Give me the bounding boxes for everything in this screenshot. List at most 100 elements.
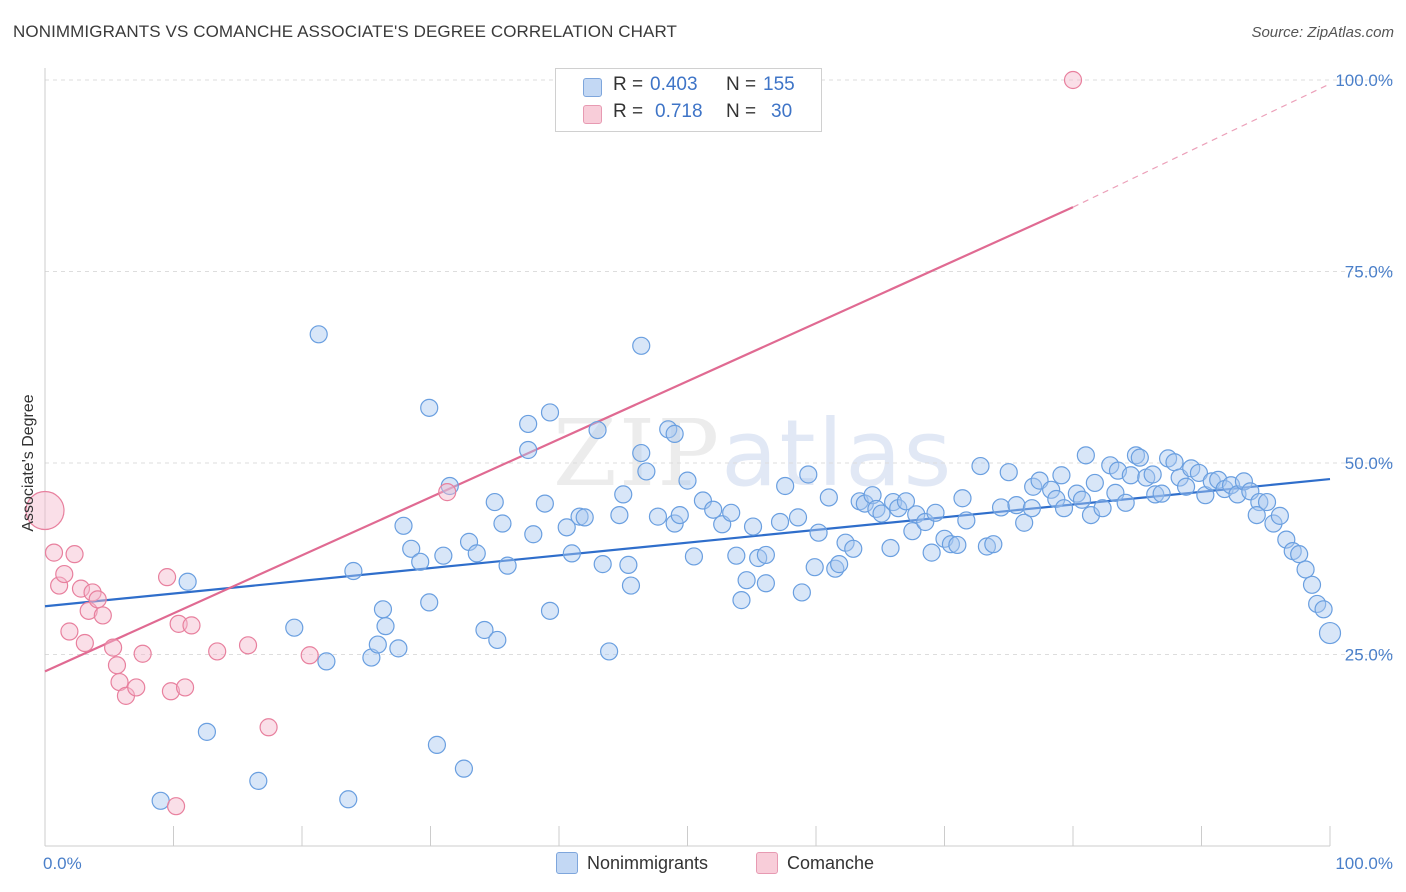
nonimmigrants-point [648, 507, 668, 526]
legend-swatch-comanche [583, 105, 602, 124]
nonimmigrants-point [197, 722, 217, 741]
nonimmigrants-point [732, 591, 751, 610]
nonimmigrants-point [999, 463, 1018, 482]
nonimmigrants-trend-line [44, 477, 1331, 608]
comanche-point [25, 490, 65, 531]
nonimmigrants-point [570, 507, 589, 526]
comanche-point [44, 543, 64, 562]
nonimmigrants-point [1054, 499, 1074, 518]
nonimmigrants-point [1121, 466, 1140, 485]
comanche-point [71, 579, 91, 598]
comanche-point [182, 616, 201, 635]
nonimmigrants-point [1176, 477, 1196, 496]
comanche-point [50, 576, 69, 595]
nonimmigrants-point [984, 535, 1003, 554]
legend-row-nonimmigrants: R = 0.403 N = 155 [556, 74, 821, 100]
nonimmigrants-point [619, 555, 638, 574]
nonimmigrants-point [1165, 453, 1184, 472]
comanche-point [438, 483, 457, 502]
nonimmigrants-point [1296, 560, 1315, 579]
nonimmigrants-point [488, 630, 507, 650]
nonimmigrants-point [339, 790, 358, 809]
nonimmigrants-point [434, 546, 453, 565]
axis-labels: 25.0% 50.0% 75.0% 100.0% 0.0% 100.0% Associate… [20, 71, 1393, 873]
comanche-point [60, 622, 79, 641]
nonimmigrants-points [151, 325, 1342, 810]
nonimmigrants-point [588, 420, 607, 440]
nonimmigrants-point [665, 424, 684, 443]
nonimmigrants-point [610, 505, 629, 525]
nonimmigrants-point [1302, 575, 1322, 594]
bottom-legend-label-comanche: Comanche [787, 853, 875, 873]
legend-n-label: N = [726, 74, 757, 95]
nonimmigrants-point [614, 485, 633, 504]
nonimmigrants-point [659, 420, 678, 439]
nonimmigrants-point [427, 735, 447, 754]
nonimmigrants-point [670, 505, 689, 525]
nonimmigrants-point [678, 471, 697, 490]
nonimmigrants-point [389, 639, 408, 658]
nonimmigrants-point [872, 504, 891, 523]
nonimmigrants-point [475, 620, 494, 640]
comanche-point [166, 797, 186, 816]
nonimmigrants-point [519, 440, 538, 460]
nonimmigrants-point [493, 514, 512, 533]
y-tick-label: 25.0% [1345, 646, 1393, 665]
nonimmigrants-point [562, 544, 581, 563]
comanche-point [300, 646, 319, 665]
nonimmigrants-point [926, 503, 945, 522]
nonimmigrants-point [498, 556, 517, 575]
legend-n-label: N = [726, 101, 757, 122]
nonimmigrants-point [637, 462, 656, 481]
nonimmigrants-point [896, 492, 916, 511]
nonimmigrants-point [1277, 530, 1296, 549]
comanche-points [25, 70, 1083, 816]
nonimmigrants-point [756, 574, 775, 593]
x-tick-label: 100.0% [1335, 854, 1393, 873]
nonimmigrants-point [1318, 621, 1342, 645]
nonimmigrants-point [600, 642, 619, 661]
nonimmigrants-point [411, 552, 430, 571]
y-axis-label: Associate's Degree [20, 394, 37, 531]
nonimmigrants-point [830, 555, 849, 574]
nonimmigrants-point [540, 403, 560, 422]
nonimmigrants-point [788, 508, 808, 527]
nonimmigrants-point [1052, 466, 1071, 485]
nonimmigrants-point [991, 498, 1011, 517]
nonimmigrants-point [1081, 505, 1101, 525]
x-tick-label: 0.0% [43, 854, 82, 873]
nonimmigrants-point [948, 535, 967, 555]
nonimmigrants-point [1116, 493, 1135, 512]
y-tick-label: 50.0% [1345, 454, 1393, 473]
nonimmigrants-point [593, 555, 612, 574]
nonimmigrants-point [1072, 490, 1092, 509]
nonimmigrants-point [557, 518, 576, 537]
nonimmigrants-point [916, 512, 935, 532]
legend-n-value: 155 [763, 74, 795, 95]
nonimmigrants-point [1247, 505, 1266, 525]
nonimmigrants-point [903, 522, 922, 541]
nonimmigrants-point [863, 486, 882, 505]
watermark-zip: ZIP [553, 400, 722, 507]
comanche-point [55, 564, 74, 584]
nonimmigrants-point [1042, 480, 1061, 499]
nonimmigrants-point [454, 759, 474, 778]
nonimmigrants-point [1015, 513, 1034, 532]
comanche-point [127, 678, 146, 697]
legend-n-value: 30 [771, 101, 793, 122]
nonimmigrants-point [1290, 545, 1309, 564]
nonimmigrants-point [178, 572, 197, 591]
comanche-point [259, 718, 278, 737]
nonimmigrants-point [485, 492, 504, 512]
comanche-point [65, 545, 84, 564]
comanche-point [75, 633, 94, 653]
nonimmigrants-point [889, 499, 908, 518]
nonimmigrants-point [792, 583, 811, 602]
nonimmigrants-point [420, 593, 439, 612]
nonimmigrants-point [1314, 600, 1333, 619]
nonimmigrants-point [770, 512, 790, 532]
watermark: ZIPatlas [553, 400, 954, 507]
nonimmigrants-point [420, 398, 439, 417]
comanche-trend-line [44, 206, 1074, 673]
